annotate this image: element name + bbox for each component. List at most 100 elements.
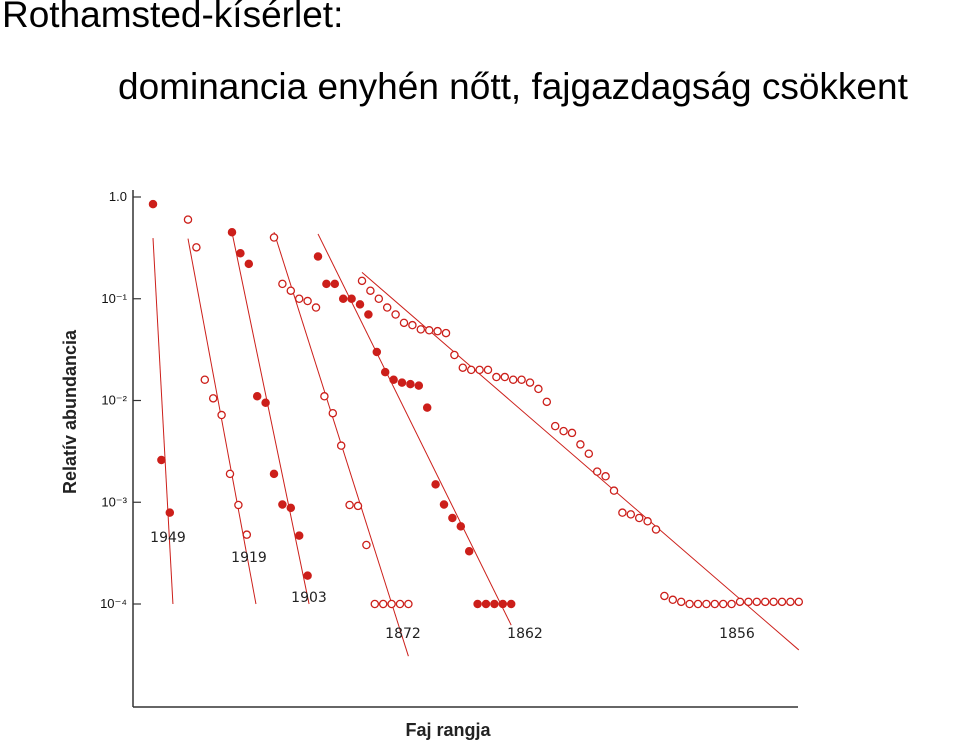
data-point-1862 <box>456 522 466 531</box>
data-point-1856 <box>416 325 426 334</box>
data-point-1856 <box>382 303 392 312</box>
data-point-1903 <box>227 228 237 237</box>
data-point-1903 <box>236 249 245 258</box>
data-point-1856 <box>710 599 720 609</box>
series-label-1919: 1919 <box>231 550 267 566</box>
data-point-1872 <box>336 441 346 450</box>
data-point-1862 <box>389 375 398 384</box>
data-point-1856 <box>500 372 510 382</box>
data-point-1856 <box>391 310 400 319</box>
data-point-1862 <box>313 252 323 261</box>
data-point-1856 <box>777 597 787 607</box>
data-point-1919 <box>234 500 243 510</box>
data-point-1862 <box>406 379 415 389</box>
y-tick-label: 10⁻² <box>101 393 127 408</box>
data-point-1856 <box>567 428 577 438</box>
data-point-1949 <box>165 508 175 517</box>
data-point-1856 <box>458 363 468 372</box>
fit-lines <box>152 231 800 657</box>
data-point-1856 <box>634 513 644 523</box>
data-point-1856 <box>618 508 627 517</box>
data-point-1903 <box>244 259 254 269</box>
y-tick-label: 10⁻¹ <box>101 291 127 306</box>
data-point-1856 <box>576 440 585 449</box>
data-point-1919 <box>200 375 210 384</box>
data-point-1862 <box>481 599 491 609</box>
data-point-1903 <box>303 571 312 580</box>
data-point-1872 <box>269 233 279 242</box>
series-label-1862: 1862 <box>507 626 543 642</box>
y-tick-label: 1.0 <box>109 189 127 204</box>
data-point-1949 <box>157 455 166 465</box>
data-point-1949 <box>148 199 158 209</box>
data-point-1872 <box>345 500 354 510</box>
data-point-1856 <box>794 597 804 607</box>
data-point-1856 <box>592 467 602 476</box>
data-point-1919 <box>217 410 226 420</box>
data-point-1862 <box>380 367 390 377</box>
data-point-1903 <box>278 500 287 509</box>
y-tick-label: 10⁻⁴ <box>100 596 127 611</box>
data-point-1862 <box>355 300 365 309</box>
data-point-1872 <box>378 599 388 609</box>
data-point-1856 <box>450 350 459 360</box>
fit-line-1856 <box>361 272 800 651</box>
data-point-1862 <box>439 500 449 509</box>
data-point-1862 <box>448 513 457 523</box>
data-point-1872 <box>328 408 338 418</box>
data-point-1856 <box>399 318 409 328</box>
data-point-1856 <box>651 525 661 534</box>
data-point-1862 <box>506 599 516 609</box>
data-point-1856 <box>584 449 594 458</box>
fit-line-1862 <box>317 233 512 626</box>
data-point-1862 <box>422 403 432 412</box>
data-point-1856 <box>475 365 484 375</box>
y-tick-label: 10⁻³ <box>101 494 127 509</box>
data-point-1856 <box>752 597 762 607</box>
series-label-1856: 1856 <box>719 626 755 642</box>
fit-line-1903 <box>231 232 310 605</box>
data-point-1872 <box>320 392 329 401</box>
data-point-1856 <box>374 294 384 303</box>
data-point-1856 <box>366 286 375 295</box>
data-point-1856 <box>483 365 493 375</box>
series-labels: 1949 1919 1903 1872 1862 1856 <box>150 530 755 642</box>
data-point-1862 <box>490 599 499 609</box>
data-point-1919 <box>208 394 218 403</box>
fit-line-1919 <box>187 238 257 605</box>
data-point-1862 <box>397 378 407 387</box>
data-point-1856 <box>559 426 568 436</box>
data-point-1872 <box>278 279 287 289</box>
data-point-1856 <box>786 597 795 607</box>
data-point-1919 <box>192 243 201 252</box>
data-point-1919 <box>225 469 235 479</box>
data-point-1872 <box>294 294 304 303</box>
data-point-1856 <box>744 597 753 607</box>
data-point-1856 <box>626 510 636 519</box>
data-point-1856 <box>609 486 619 495</box>
data-point-1856 <box>466 365 476 375</box>
data-point-1862 <box>414 381 424 390</box>
data-point-1856 <box>693 599 703 609</box>
data-point-1856 <box>643 517 652 526</box>
data-point-1862 <box>322 279 331 289</box>
data-point-1862 <box>473 599 482 609</box>
data-point-1903 <box>269 469 279 479</box>
data-point-1872 <box>362 540 371 550</box>
data-point-1872 <box>404 599 413 609</box>
data-point-1856 <box>408 320 417 330</box>
data-point-1856 <box>542 397 552 407</box>
data-point-1919 <box>242 530 252 539</box>
y-axis-label: Relatív abundancia <box>60 329 80 494</box>
data-point-1856 <box>702 599 711 609</box>
data-point-1856 <box>718 599 728 609</box>
data-point-1856 <box>508 375 518 384</box>
data-point-1856 <box>735 597 745 607</box>
data-point-1862 <box>498 599 508 609</box>
chart-axes: 1.0 10⁻¹ 10⁻² 10⁻³ 10⁻⁴ <box>100 189 798 708</box>
data-point-1862 <box>330 279 340 289</box>
data-point-1903 <box>294 531 304 540</box>
data-point-1862 <box>464 546 474 556</box>
data-points <box>148 199 804 609</box>
data-point-1856 <box>550 421 560 431</box>
